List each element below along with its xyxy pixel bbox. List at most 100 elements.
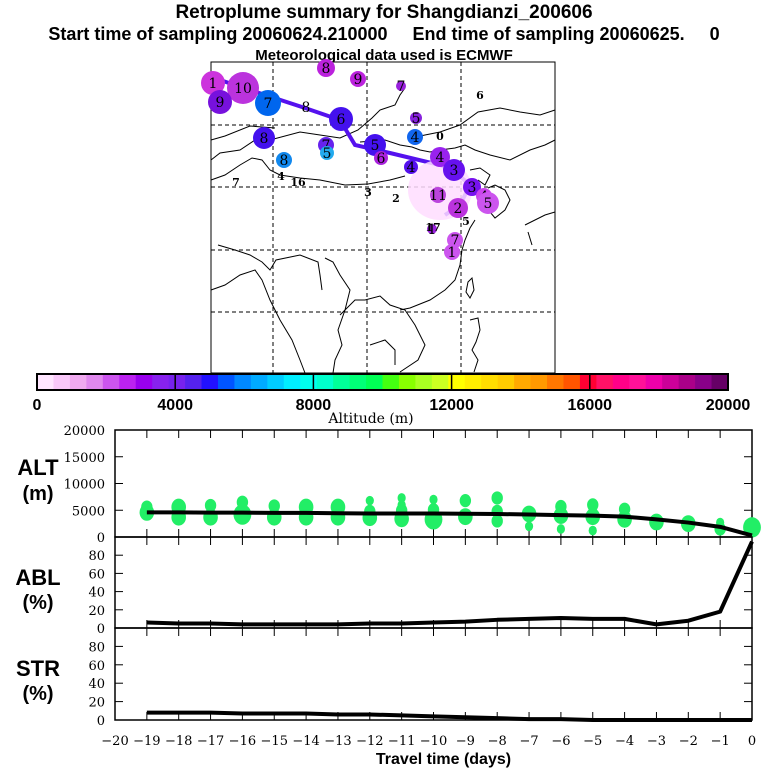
y-tick-label: 40	[88, 586, 105, 601]
series-line-str	[146, 710, 752, 722]
altitude-scatter-point	[491, 491, 503, 505]
map-age-label: 7	[232, 176, 240, 189]
map-age-label: 6	[476, 89, 484, 102]
plume-cluster-dot	[407, 129, 423, 145]
colorbar-swatch	[201, 374, 219, 390]
colorbar-swatch	[333, 374, 351, 390]
plume-cluster-dot	[430, 187, 446, 203]
colorbar-swatch	[152, 374, 170, 390]
plume-cluster-label: 2	[454, 201, 463, 217]
colorbar-swatch	[711, 374, 729, 390]
colorbar-swatch	[431, 374, 449, 390]
colorbar-swatch	[415, 374, 433, 390]
plume-cluster-label: 10	[234, 81, 252, 97]
coastlines	[210, 87, 556, 374]
x-tick-label: −20	[101, 734, 128, 749]
colorbar-swatch	[678, 374, 696, 390]
y-tick-label: 20	[88, 696, 105, 711]
x-tick-label: −4	[615, 734, 634, 749]
colorbar-swatch	[596, 374, 614, 390]
plume-cluster-label: 6	[377, 151, 386, 167]
colorbar-tick-label: 0	[33, 397, 42, 414]
plume-cluster-label: 9	[216, 95, 225, 111]
plume-cluster-dot	[364, 134, 386, 156]
plume-cluster-dot	[255, 90, 281, 116]
plume-cluster-dot	[447, 232, 463, 248]
y-tick-label: 5000	[72, 504, 105, 519]
x-tick-label: −13	[324, 734, 351, 749]
x-tick-label: −17	[197, 734, 224, 749]
x-tick-label: −8	[488, 734, 507, 749]
plume-cluster-label: 7	[322, 138, 331, 154]
indochina	[339, 295, 426, 373]
altitude-scatter-point	[429, 494, 438, 505]
met-data-note: Meteorological data used is ECMWF	[255, 47, 513, 64]
plume-cluster-dot	[444, 244, 460, 260]
colorbar-swatch	[119, 374, 137, 390]
taiwan	[465, 276, 475, 299]
border-himalaya	[217, 244, 323, 291]
colorbar-swatch	[398, 374, 417, 390]
colorbar-swatch	[514, 374, 532, 390]
plume-cluster-label: 7	[264, 96, 273, 112]
x-axis-label: Travel time (days)	[376, 751, 511, 768]
plume-cluster-dot	[208, 90, 232, 114]
colorbar-swatch	[464, 374, 482, 390]
trajectory-map: 1109789786875565448433452117116074163217…	[201, 59, 556, 374]
china-coast-south	[399, 219, 476, 311]
altitude-scatter-point	[458, 508, 473, 526]
plume-cluster-label: 5	[371, 138, 380, 154]
plume-cluster-dot	[276, 152, 292, 168]
x-tick-label: −19	[133, 734, 160, 749]
x-tick-label: −2	[679, 734, 698, 749]
colorbar-label: Altitude (m)	[327, 411, 413, 427]
panel-alt: 0 5000 10000 15000 20000 ALT (m)	[17, 424, 761, 546]
colorbar-swatch	[629, 374, 647, 390]
altitude-scatter-point	[364, 504, 376, 518]
colorbar-swatch	[695, 374, 713, 390]
philippines	[469, 317, 481, 373]
colorbar-swatch	[267, 374, 285, 390]
colorbar-swatch	[53, 374, 71, 390]
plume-cluster-label: 5	[484, 196, 493, 212]
plume-cluster-dot	[350, 71, 366, 87]
colorbar-swatch	[102, 374, 120, 390]
altitude-scatter-point	[141, 500, 153, 514]
panel-label-abl: ABL	[15, 565, 60, 590]
panel-unit-abl: (%)	[22, 592, 53, 614]
altitude-scatter-point	[459, 494, 472, 508]
altitude-scatter-point	[365, 495, 374, 506]
colorbar-tick-label: 8000	[296, 397, 332, 414]
y-tick-label: 0	[97, 714, 105, 729]
plume-cluster-label: 8	[260, 131, 269, 147]
x-tick-label: −12	[356, 734, 383, 749]
y-tick-label: 0	[97, 622, 105, 637]
plume-cluster-dot	[227, 72, 259, 104]
india-coast	[210, 269, 306, 374]
plume-cluster-label: 9	[354, 72, 363, 88]
altitude-scatter-point	[204, 498, 217, 513]
altitude-scatter-point	[397, 500, 406, 510]
altitude-scatter-point	[556, 524, 566, 534]
plume-cluster-label: 4	[407, 160, 416, 176]
map-age-label: 4	[277, 170, 285, 183]
border-mongolia	[210, 125, 556, 161]
map-age-label: 16	[290, 176, 306, 189]
x-tick-label: −10	[420, 734, 447, 749]
colorbar-swatch	[250, 374, 268, 390]
panel-unit-alt: (m)	[22, 483, 53, 505]
colorbar-swatch	[234, 374, 252, 390]
plume-cluster-dot	[443, 159, 465, 181]
colorbar-swatch	[69, 374, 87, 390]
plume-cluster-dot	[317, 59, 335, 77]
plume-clusters: 1109789786875565448433452117116074163217…	[201, 59, 499, 261]
colorbar-frame	[36, 373, 729, 391]
colorbar-swatch	[563, 374, 581, 390]
x-tick-label: −16	[229, 734, 256, 749]
x-tick-label: −9	[456, 734, 475, 749]
panel-unit-str: (%)	[22, 683, 53, 705]
colorbar-swatch	[86, 374, 104, 390]
colorbar-tick-label: 16000	[568, 397, 613, 414]
plume-cluster-dot	[320, 146, 334, 160]
